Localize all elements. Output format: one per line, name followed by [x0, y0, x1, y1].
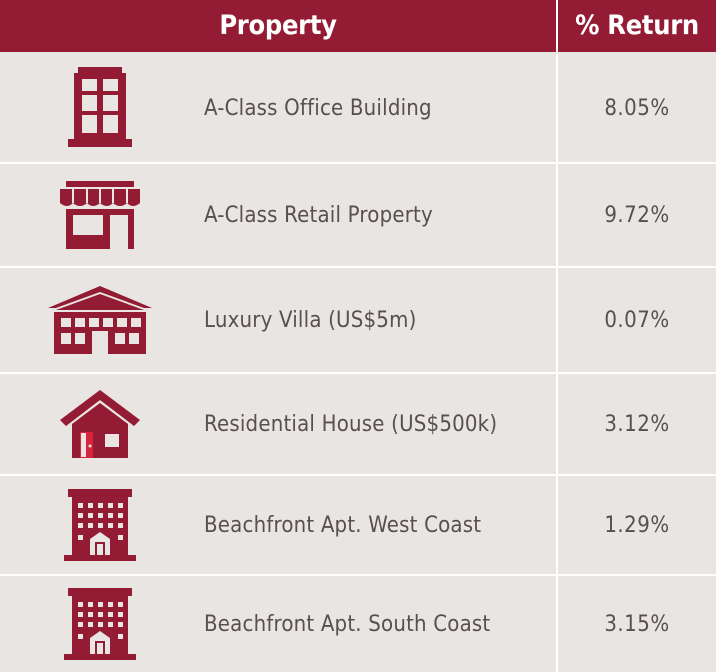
- house-icon: [0, 374, 200, 474]
- property-name: A-Class Retail Property: [204, 202, 433, 228]
- return-value: 0.07%: [604, 307, 670, 333]
- return-value: 3.12%: [604, 411, 670, 437]
- column-divider: [556, 164, 558, 266]
- table-row: Luxury Villa (US$5m) 0.07%: [0, 268, 716, 372]
- table-row: A-Class Retail Property 9.72%: [0, 164, 716, 266]
- property-column-header: Property: [219, 10, 337, 41]
- row-divider: [0, 266, 716, 268]
- property-name: Beachfront Apt. South Coast: [204, 611, 491, 637]
- row-divider: [0, 162, 716, 164]
- table-row: Residential House (US$500k) 3.12%: [0, 374, 716, 474]
- table-row: Beachfront Apt. South Coast 3.15%: [0, 576, 716, 672]
- column-divider: [556, 576, 558, 672]
- column-divider: [556, 374, 558, 474]
- retail-store-icon: [0, 164, 200, 266]
- column-divider: [556, 268, 558, 372]
- return-column-header: % Return: [575, 10, 699, 41]
- table-row: A-Class Office Building 8.05%: [0, 54, 716, 162]
- return-value: 9.72%: [604, 202, 670, 228]
- office-building-icon: [0, 54, 200, 162]
- villa-icon: [0, 268, 200, 372]
- row-divider: [0, 574, 716, 576]
- column-divider: [556, 476, 558, 574]
- property-name: A-Class Office Building: [204, 95, 432, 121]
- return-value: 1.29%: [604, 512, 670, 538]
- apartment-building-icon: [0, 576, 200, 672]
- column-divider: [556, 0, 558, 52]
- return-value: 8.05%: [604, 95, 670, 121]
- row-divider: [0, 372, 716, 374]
- property-name: Residential House (US$500k): [204, 411, 498, 437]
- row-divider: [0, 474, 716, 476]
- apartment-building-icon: [0, 476, 200, 574]
- property-name: Luxury Villa (US$5m): [204, 307, 417, 333]
- table-header: Property % Return: [0, 0, 716, 52]
- property-name: Beachfront Apt. West Coast: [204, 512, 482, 538]
- table-row: Beachfront Apt. West Coast 1.29%: [0, 476, 716, 574]
- column-divider: [556, 54, 558, 162]
- return-value: 3.15%: [604, 611, 670, 637]
